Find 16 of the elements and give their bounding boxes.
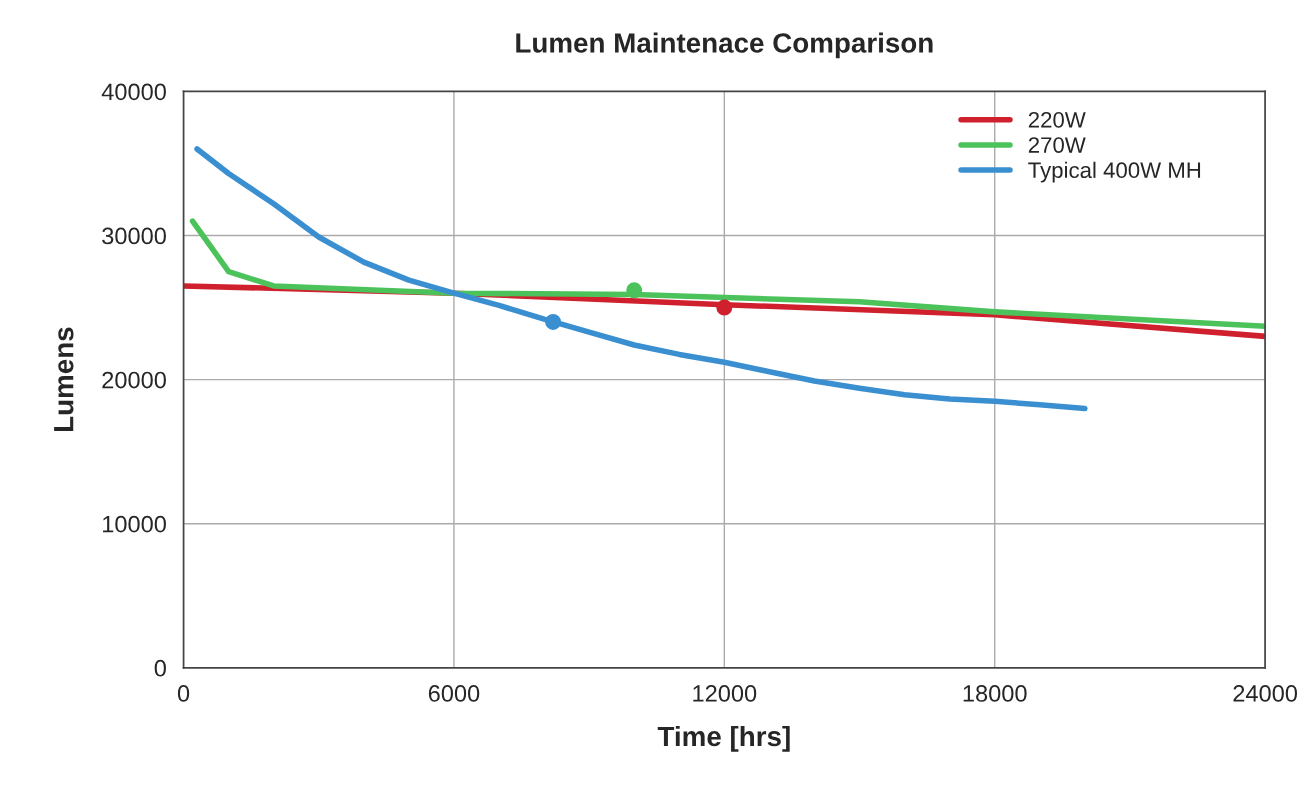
x-axis-title: Time [hrs] <box>657 725 790 752</box>
y-tick-label: 30000 <box>102 227 166 245</box>
y-tick-label: 40000 <box>101 83 166 101</box>
legend-label: Typical 400W MH <box>1028 161 1201 183</box>
legend-label: 270W <box>1028 137 1086 153</box>
x-tick-label: 24000 <box>1233 685 1298 702</box>
y-axis-title: Lumens <box>54 327 74 431</box>
y-tick-label: 20000 <box>102 371 166 389</box>
y-tick-label: 10000 <box>103 515 166 533</box>
legend-label: 220W <box>1028 112 1086 128</box>
x-tick-label: 0 <box>177 685 190 702</box>
x-tick-label: 18000 <box>963 685 1027 702</box>
chart-title: Lumen Maintenace Comparison <box>516 32 933 59</box>
y-tick-label: 0 <box>154 659 166 677</box>
x-tick-label: 6000 <box>428 685 480 702</box>
x-tick-label: 12000 <box>693 685 757 702</box>
